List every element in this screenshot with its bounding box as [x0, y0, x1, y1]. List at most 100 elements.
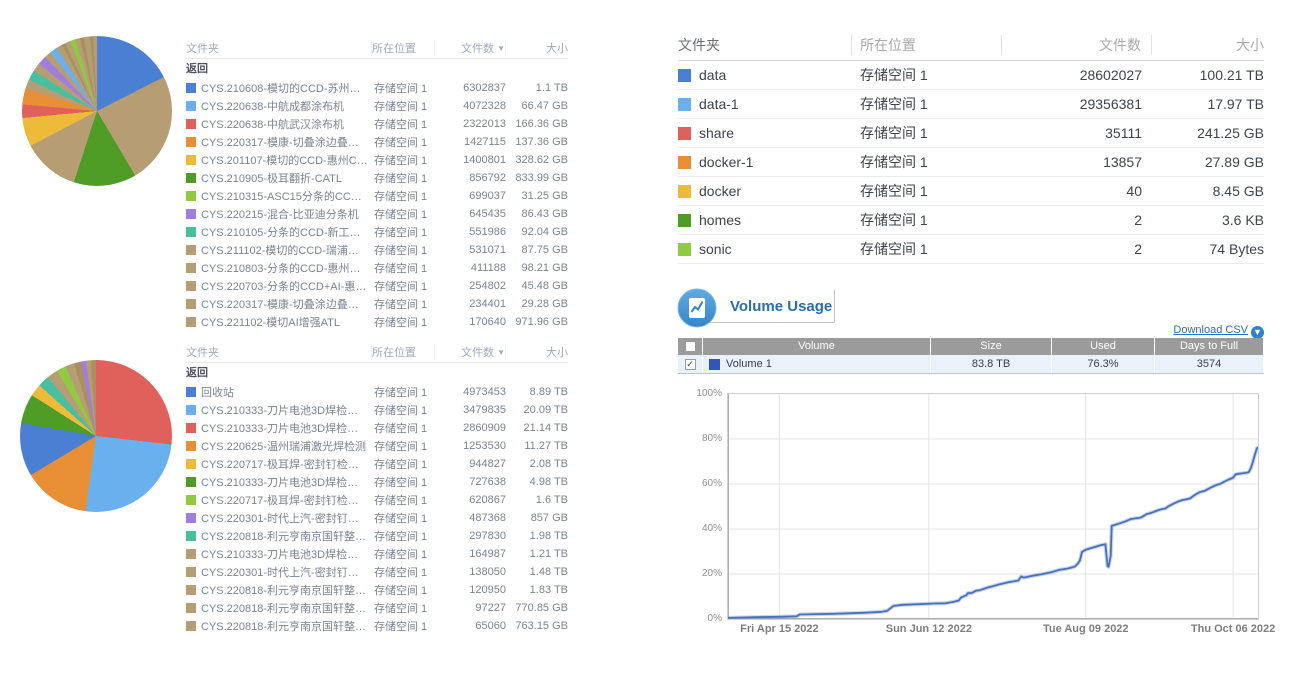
folder-link[interactable]: CYS.210333-刀片电池3D焊检测-重庆 [201, 549, 374, 561]
table-row[interactable]: sonic 存储空间 1 2 74 Bytes [678, 235, 1264, 264]
folder-link[interactable]: share [699, 125, 735, 141]
select-all-checkbox[interactable] [684, 340, 696, 352]
folder-link[interactable]: sonic [699, 241, 732, 257]
folder-link[interactable]: CYS.210803-分条的CCD-惠州赣锋 [201, 263, 372, 275]
table-row[interactable]: CYS.210333-刀片电池3D焊检测-坪山 存储空间 1 727638 4.98 … [186, 473, 568, 491]
table-row[interactable]: CYS.220215-混合-比亚迪分条机 存储空间 1 645435 86.43 GB [186, 205, 568, 223]
table-row[interactable]: CYS.210905-极耳翻折-CATL 存储空间 1 856792 833.99 G… [186, 169, 568, 187]
volume-row[interactable]: ✓ Volume 1 83.8 TB 76.3% 3574 [678, 355, 1264, 374]
folder-link[interactable]: data-1 [699, 96, 739, 112]
column-header-location[interactable]: 所在位置 [371, 40, 434, 56]
folder-link[interactable]: CYS.220818-利元亨南京国轩整线-顶盖焊-2D [201, 585, 374, 597]
folder-link[interactable]: data [699, 67, 727, 83]
folder-link[interactable]: CYS.210105-分条的CCD-新工图库（兰溪） [201, 227, 374, 239]
folder-link[interactable]: CYS.220818-利元亨南京国轩整线-密封钉 [201, 621, 374, 633]
folder-link[interactable]: docker [699, 183, 742, 199]
folder-link[interactable]: CYS.220301-时代上汽-密封钉检测-2D [201, 567, 374, 579]
folder-link[interactable]: CYS.220215-混合-比亚迪分条机 [201, 209, 359, 221]
download-csv-label[interactable]: Download CSV [1173, 324, 1248, 336]
volume-checkbox[interactable]: ✓ [684, 358, 696, 370]
table-row[interactable]: CYS.201107-模切的CCD-惠州CATL 存储空间 1 1400801 328… [186, 151, 568, 169]
table-row[interactable]: CYS.210333-刀片电池3D焊检测-重庆 存储空间 1 164987 1.21 … [186, 545, 568, 563]
folder-link[interactable]: CYS.220818-利元亨南京国轩整线-顶盖焊-3D [201, 531, 374, 543]
column-header-count[interactable]: 文件数 [1001, 35, 1151, 55]
table-row[interactable]: CYS.210803-分条的CCD-惠州赣锋 存储空间 1 411188 98.21 … [186, 259, 568, 277]
table-row[interactable]: CYS.220638-中航成都涂布机 存储空间 1 4072328 66.47 GB [186, 97, 568, 115]
folder-link[interactable]: CYS.210608-模切的CCD-苏州力神 [201, 83, 372, 95]
folder-color-swatch [186, 119, 196, 129]
table-row[interactable]: CYS.220301-时代上汽-密封钉检测-2D 存储空间 1 138050 1.48… [186, 563, 568, 581]
table-row[interactable]: CYS.210105-分条的CCD-新工图库（兰溪）存储空间 1 551986 92… [186, 223, 568, 241]
column-header-location[interactable]: 所在位置 [851, 35, 1001, 55]
column-header-size[interactable]: 大小 [1151, 35, 1264, 55]
folder-link[interactable]: CYS.201107-模切的CCD-惠州CATL [201, 155, 374, 167]
y-axis-tick-label: 0% [707, 613, 722, 624]
column-header-folder[interactable]: 文件夹 [186, 43, 219, 55]
folder-link[interactable]: homes [699, 212, 742, 228]
table-row[interactable]: CYS.220717-极耳焊-密封钉检测-2D 存储空间 1 620867 1.6 T… [186, 491, 568, 509]
column-header-location[interactable]: 所在位置 [371, 344, 434, 360]
table-row[interactable]: CYS.220301-时代上汽-密封钉检测-3D 存储空间 1 487368 857 … [186, 509, 568, 527]
folder-link[interactable]: CYS.210905-极耳翻折-CATL [201, 173, 343, 185]
folder-location: 存储空间 1 [374, 263, 428, 275]
table-row[interactable]: share 存储空间 1 35111 241.25 GB [678, 119, 1264, 148]
table-row[interactable]: docker 存储空间 1 40 8.45 GB [678, 177, 1264, 206]
column-header-size[interactable]: 大小 [505, 344, 568, 360]
folder-link[interactable]: CYS.210315-ASC15分条的CCD-ATL分条机 [201, 191, 374, 203]
table-row[interactable]: homes 存储空间 1 2 3.6 KB [678, 206, 1264, 235]
folder-link[interactable]: CYS.220317-模康-切叠涂边叠一体机-定位 [201, 299, 374, 311]
table-row[interactable]: CYS.220317-模康-切叠涂边叠一体机-定位存储空间 1 234401 29.… [186, 295, 568, 313]
table-row[interactable]: CYS.210333-刀片电池3D焊检测-无为-2期存储空间 1 3479835 2… [186, 401, 568, 419]
table-row[interactable]: data-1 存储空间 1 29356381 17.97 TB [678, 90, 1264, 119]
table-row[interactable]: CYS.210315-ASC15分条的CCD-ATL分条机存储空间 1 69903… [186, 187, 568, 205]
table-row[interactable]: CYS.210333-刀片电池3D焊检测-宁乡 存储空间 1 2860909 21.1… [186, 419, 568, 437]
select-all-checkbox-cell[interactable] [678, 338, 702, 355]
folder-link[interactable]: CYS.220301-时代上汽-密封钉检测-3D [201, 513, 374, 525]
pie-chart-folder-sizes-2[interactable] [20, 360, 172, 512]
back-row[interactable]: 返回 [186, 367, 208, 379]
table-row[interactable]: CYS.220703-分条的CCD+AI-惠州明威 存储空间 1 254802 45.… [186, 277, 568, 295]
table-row[interactable]: CYS.220818-利元亨南京国轩整线-密封钉存储空间 1 65060 763.1… [186, 617, 568, 635]
folder-link[interactable]: CYS.220717-极耳焊-密封钉检测-3D [201, 459, 374, 471]
folder-link[interactable]: docker-1 [699, 154, 754, 170]
table-row[interactable]: CYS.220818-利元亨南京国轩整线-盖板激光焊模...存储空间 1 9722… [186, 599, 568, 617]
folder-file-count: 29356381 [1079, 96, 1142, 112]
folder-link[interactable]: CYS.220317-模康-切叠涂边叠一体机-缺陷检测 [201, 137, 374, 149]
column-header-count[interactable]: 文件数 ▼ [434, 40, 505, 56]
download-csv-link[interactable]: Download CSV ▼ [1100, 320, 1264, 339]
folder-link[interactable]: CYS.220638-中航武汉涂布机 [201, 119, 345, 131]
column-header-folder[interactable]: 文件夹 [186, 347, 219, 359]
table-row[interactable]: CYS.220625-温州瑞浦激光焊检测 存储空间 1 1253530 11.27 T… [186, 437, 568, 455]
folder-link[interactable]: CYS.211102-模切的CCD-瑞浦模切 [201, 245, 370, 257]
column-header-folder[interactable]: 文件夹 [678, 37, 720, 53]
table-row[interactable]: CYS.220717-极耳焊-密封钉检测-3D 存储空间 1 944827 2.08 … [186, 455, 568, 473]
folder-link[interactable]: 回收站 [201, 387, 234, 399]
pie-chart-folder-sizes-1[interactable] [22, 36, 172, 186]
table-row[interactable]: CYS.221102-模切AI增强ATL 存储空间 1 170640 971.96 G… [186, 313, 568, 331]
table-row[interactable]: docker-1 存储空间 1 13857 27.89 GB [678, 148, 1264, 177]
column-header-size[interactable]: 大小 [505, 40, 568, 56]
folder-link[interactable]: CYS.210333-刀片电池3D焊检测-宁乡 [201, 423, 374, 435]
download-icon[interactable]: ▼ [1251, 326, 1264, 339]
volume-checkbox-cell[interactable]: ✓ [678, 355, 702, 373]
folder-link[interactable]: CYS.210333-刀片电池3D焊检测-无为-2期 [201, 405, 374, 417]
folder-link[interactable]: CYS.210333-刀片电池3D焊检测-坪山 [201, 477, 374, 489]
table-row[interactable]: CYS.211102-模切的CCD-瑞浦模切 存储空间 1 531071 87.75 … [186, 241, 568, 259]
table-row[interactable]: data 存储空间 1 28602027 100.21 TB [678, 61, 1264, 90]
folder-link[interactable]: CYS.220625-温州瑞浦激光焊检测 [201, 441, 367, 453]
folder-link[interactable]: CYS.220818-利元亨南京国轩整线-盖板激光焊模... [201, 603, 374, 615]
table-row[interactable]: CYS.220317-模康-切叠涂边叠一体机-缺陷检测存储空间 1 1427115… [186, 133, 568, 151]
table-row[interactable]: CYS.210608-模切的CCD-苏州力神 存储空间 1 6302837 1.1 T… [186, 79, 568, 97]
column-header-count[interactable]: 文件数 ▼ [434, 344, 505, 360]
folder-location: 存储空间 1 [374, 495, 428, 507]
folder-color-swatch [186, 423, 196, 433]
folder-link[interactable]: CYS.221102-模切AI增强ATL [201, 317, 340, 329]
back-row[interactable]: 返回 [186, 63, 208, 75]
folder-link[interactable]: CYS.220638-中航成都涂布机 [201, 101, 345, 113]
table-row[interactable]: 回收站 存储空间 1 4973453 8.89 TB [186, 383, 568, 401]
table-row[interactable]: CYS.220638-中航武汉涂布机 存储空间 1 2322013 166.36 GB [186, 115, 568, 133]
folder-link[interactable]: CYS.220703-分条的CCD+AI-惠州明威 [201, 281, 374, 293]
folder-link[interactable]: CYS.220717-极耳焊-密封钉检测-2D [201, 495, 374, 507]
